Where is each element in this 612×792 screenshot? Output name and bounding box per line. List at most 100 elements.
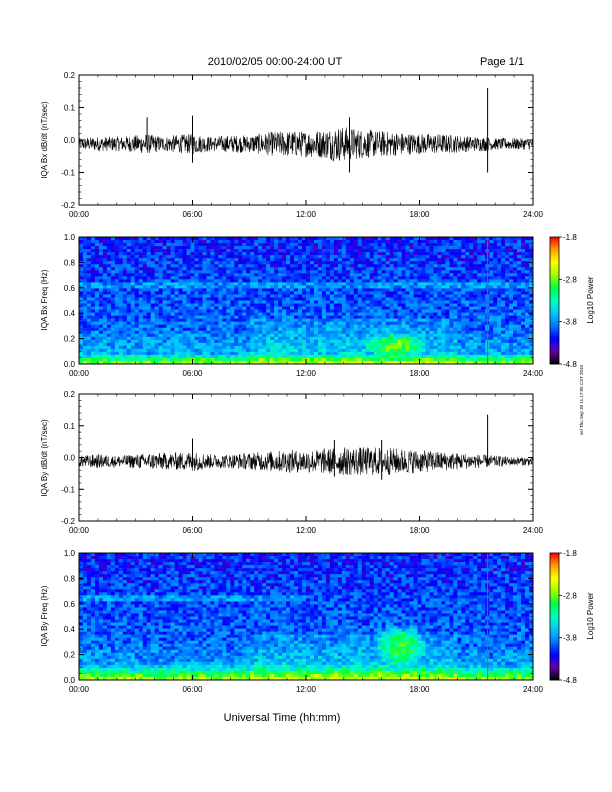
heat-cell	[521, 279, 526, 283]
heat-cell	[501, 339, 506, 344]
heat-cell	[170, 327, 175, 332]
heat-cell	[469, 348, 474, 353]
heat-cell	[246, 237, 251, 241]
heat-cell	[298, 246, 303, 250]
heat-cell	[290, 336, 295, 341]
heat-cell	[294, 261, 299, 265]
heat-cell	[341, 321, 347, 325]
heat-cell	[222, 300, 227, 304]
heat-cell	[369, 324, 374, 329]
heat-cell	[246, 267, 251, 271]
heat-cell	[186, 270, 191, 274]
heat-cell	[425, 324, 430, 329]
heat-cell	[341, 246, 347, 250]
heat-cell	[461, 297, 466, 301]
heat-cell	[102, 324, 108, 329]
heat-cell	[461, 300, 466, 304]
heat-cell	[182, 264, 187, 268]
heat-cell	[250, 336, 255, 341]
heat-cell	[309, 312, 315, 316]
heat-cell	[230, 327, 235, 332]
heat-cell	[154, 360, 159, 365]
heat-cell	[453, 309, 458, 313]
heat-cell	[421, 240, 426, 244]
heat-cell	[417, 303, 422, 307]
heat-cell	[369, 330, 374, 335]
heat-cell	[473, 327, 478, 332]
heat-cell	[361, 297, 367, 301]
heat-cell	[262, 333, 267, 338]
heat-cell	[218, 270, 223, 274]
heat-cell	[238, 345, 243, 350]
heat-cell	[413, 300, 418, 304]
heat-cell	[449, 279, 454, 283]
heat-cell	[130, 357, 136, 362]
heat-cell	[473, 291, 478, 295]
heat-cell	[210, 357, 215, 362]
heat-cell	[365, 351, 371, 356]
heat-cell	[130, 267, 136, 271]
heat-cell	[278, 261, 283, 265]
heat-cell	[134, 360, 140, 365]
heat-cell	[433, 261, 438, 265]
heat-cell	[525, 252, 530, 256]
heat-cell	[258, 291, 263, 295]
heat-cell	[86, 288, 92, 292]
heat-cell	[294, 243, 299, 247]
heat-cell	[385, 261, 390, 265]
heat-cell	[98, 336, 104, 341]
heat-cell	[182, 270, 187, 274]
heat-cell	[465, 273, 470, 277]
heat-cell	[429, 339, 434, 344]
heat-cell	[381, 267, 386, 271]
heat-cell	[469, 252, 474, 256]
heat-cell	[210, 243, 215, 247]
heat-cell	[329, 297, 335, 301]
y-tick-label: 0.0	[64, 136, 76, 145]
heat-cell	[309, 333, 315, 338]
heat-cell	[469, 240, 474, 244]
heat-cell	[393, 255, 398, 259]
heat-cell	[206, 318, 211, 322]
heat-cell	[405, 285, 410, 289]
heat-cell	[457, 276, 462, 280]
heat-cell	[513, 357, 518, 362]
heat-cell	[377, 276, 382, 280]
heat-cell	[349, 270, 355, 274]
heat-cell	[457, 261, 462, 265]
heat-cell	[401, 264, 406, 268]
heat-cell	[294, 321, 299, 325]
heat-cell	[98, 279, 104, 283]
heat-cell	[341, 255, 347, 259]
heat-cell	[401, 240, 406, 244]
heat-cell	[110, 261, 116, 265]
heat-cell	[357, 312, 363, 316]
heat-cell	[389, 246, 394, 250]
heat-cell	[238, 333, 243, 338]
heat-cell	[349, 312, 355, 316]
heat-cell	[337, 249, 343, 253]
heat-cell	[509, 255, 514, 259]
heat-cell	[521, 354, 526, 359]
heat-cell	[286, 291, 291, 295]
heat-cell	[90, 351, 96, 356]
heat-cell	[477, 327, 482, 332]
heat-cell	[341, 264, 347, 268]
heat-cell	[465, 303, 470, 307]
heat-cell	[389, 252, 394, 256]
heat-cell	[325, 333, 331, 338]
heat-cell	[425, 249, 430, 253]
heat-cell	[166, 357, 171, 362]
heat-cell	[353, 285, 359, 289]
heat-cell	[397, 300, 402, 304]
heat-cell	[170, 255, 175, 259]
heat-cell	[401, 282, 406, 286]
heat-cell	[505, 360, 510, 365]
heat-cell	[481, 285, 486, 289]
heat-cell	[290, 288, 295, 292]
heat-cell	[473, 246, 478, 250]
heat-cell	[90, 312, 96, 316]
heat-cell	[230, 348, 235, 353]
heat-cell	[409, 252, 414, 256]
heat-cell	[513, 345, 518, 350]
